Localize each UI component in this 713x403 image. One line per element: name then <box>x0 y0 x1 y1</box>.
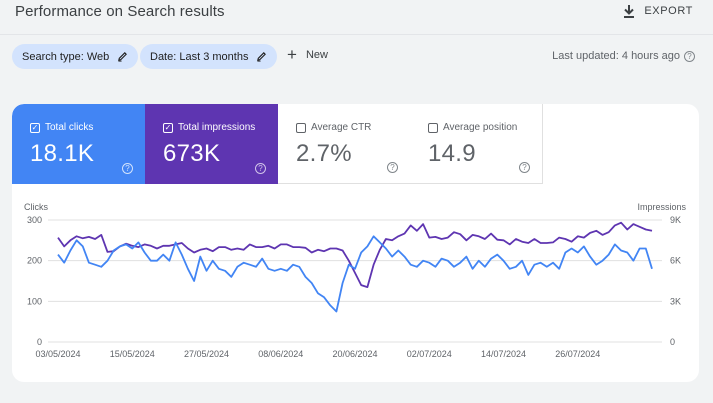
x-tick-label: 20/06/2024 <box>332 349 377 359</box>
help-icon[interactable]: ? <box>387 162 398 173</box>
filter-bar: Search type: Web Date: Last 3 months + N… <box>0 44 713 70</box>
metric-value: 18.1K <box>30 140 95 167</box>
checkbox-checked-icon[interactable]: ✓ <box>30 122 40 133</box>
x-tick-label: 03/05/2024 <box>35 349 80 359</box>
x-tick-label: 15/05/2024 <box>110 349 155 359</box>
last-updated: Last updated: 4 hours ago ? <box>552 50 695 62</box>
export-label: EXPORT <box>644 5 693 17</box>
metric-value: 14.9 <box>428 140 476 167</box>
metric-average-ctr[interactable]: Average CTR 2.7% ? <box>278 104 411 184</box>
search-type-label: Search type: Web <box>22 50 110 63</box>
y-left-tick-label: 100 <box>27 296 42 306</box>
metric-value: 2.7% <box>296 140 352 167</box>
checkbox-unchecked-icon[interactable] <box>296 122 306 133</box>
y-left-tick-label: 300 <box>27 215 42 225</box>
y-left-tick-label: 0 <box>37 337 42 347</box>
help-icon[interactable]: ? <box>519 162 530 173</box>
search-type-chip[interactable]: Search type: Web <box>12 44 139 69</box>
x-tick-label: 27/05/2024 <box>184 349 229 359</box>
metric-value: 673K <box>163 140 221 167</box>
help-icon[interactable]: ? <box>122 163 133 174</box>
metric-label-row: Average CTR <box>296 122 371 133</box>
metric-total-clicks[interactable]: ✓ Total clicks 18.1K ? <box>12 104 145 184</box>
metric-label: Total impressions <box>178 122 256 133</box>
y-axis-right-label: Impressions <box>637 202 686 212</box>
page-header: Performance on Search results EXPORT <box>0 0 713 36</box>
last-updated-text: Last updated: 4 hours ago <box>552 50 680 62</box>
edit-pencil-icon <box>118 52 128 62</box>
date-label: Date: Last 3 months <box>150 50 249 63</box>
metric-label-row: Average position <box>428 122 517 133</box>
export-button[interactable]: EXPORT <box>622 4 693 18</box>
y-left-tick-label: 200 <box>27 256 42 266</box>
metric-label: Average position <box>443 122 518 133</box>
edit-pencil-icon <box>257 52 267 62</box>
page-title: Performance on Search results <box>15 3 225 20</box>
metric-label: Total clicks <box>45 122 94 133</box>
y-right-tick-label: 3K <box>670 296 681 306</box>
metric-label-row: ✓ Total clicks <box>30 122 93 133</box>
help-icon[interactable]: ? <box>255 163 266 174</box>
x-tick-label: 26/07/2024 <box>555 349 600 359</box>
y-axis-left-label: Clicks <box>24 202 48 212</box>
download-icon <box>624 5 635 18</box>
metric-label: Average CTR <box>311 122 372 133</box>
x-tick-label: 08/06/2024 <box>258 349 303 359</box>
header-divider <box>0 34 713 35</box>
clicks-series-line <box>57 235 653 313</box>
plus-icon: + <box>287 45 297 64</box>
y-right-tick-label: 9K <box>670 215 681 225</box>
y-right-tick-label: 0 <box>670 337 675 347</box>
help-icon[interactable]: ? <box>684 50 695 62</box>
new-filter-label: New <box>305 49 328 61</box>
metric-average-position[interactable]: Average position 14.9 ? <box>410 104 543 184</box>
metric-total-impressions[interactable]: ✓ Total impressions 673K ? <box>145 104 278 184</box>
new-filter-button[interactable]: + New <box>287 45 328 64</box>
y-right-tick-label: 6K <box>670 256 681 266</box>
checkbox-checked-icon[interactable]: ✓ <box>163 122 173 133</box>
performance-card: ✓ Total clicks 18.1K ? ✓ Total impressio… <box>12 104 699 382</box>
performance-chart: Clicks Impressions 0 0 100 3K 200 6K 300 9K 03/… <box>24 202 687 359</box>
impressions-series-line <box>57 221 653 288</box>
date-chip[interactable]: Date: Last 3 months <box>140 44 278 69</box>
x-tick-label: 02/07/2024 <box>407 349 452 359</box>
x-tick-label: 14/07/2024 <box>481 349 526 359</box>
metric-label-row: ✓ Total impressions <box>163 122 255 133</box>
checkbox-unchecked-icon[interactable] <box>428 122 438 133</box>
